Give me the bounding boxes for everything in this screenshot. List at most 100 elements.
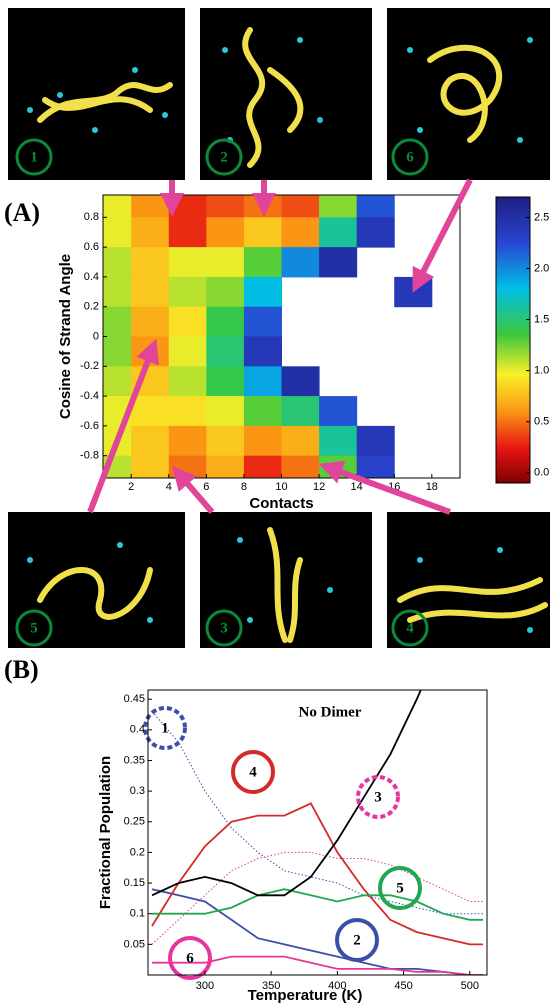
contour-cell: [94, 277, 132, 307]
contour-cell: [282, 396, 320, 426]
contour-cell: [282, 366, 320, 396]
colorbar-tick-label: 1.0: [534, 365, 549, 377]
y-tick-label: 0.05: [124, 938, 145, 950]
y-tick-label: 0.8: [84, 211, 99, 223]
contour-cell: [131, 247, 169, 277]
y-tick-label: 0.4: [130, 724, 145, 736]
panel-label: (A): [4, 198, 40, 227]
legend-label: 2: [353, 932, 361, 948]
structure-label: 6: [406, 149, 414, 165]
contour-cell: [319, 426, 357, 456]
structure-label: 4: [406, 620, 414, 636]
series-line: [152, 803, 483, 944]
contour-cell: [94, 366, 132, 396]
contour-cell: [206, 426, 244, 456]
contour-cell: [206, 307, 244, 337]
legend-label: 5: [396, 880, 404, 896]
contour-cell: [94, 307, 132, 337]
contour-cell: [206, 188, 244, 218]
series-line: [152, 852, 483, 944]
x-tick-label: 14: [351, 481, 363, 493]
y-tick-label: 0.2: [84, 301, 99, 313]
structure-label: 2: [220, 149, 228, 165]
contour-cell: [244, 396, 282, 426]
structure-label: 1: [30, 149, 38, 165]
legend-label: 4: [249, 764, 257, 780]
y-tick-label: -0.2: [80, 360, 99, 372]
x-tick-label: 450: [394, 980, 412, 992]
y-tick-label: 0.25: [124, 816, 145, 828]
y-tick-label: 0.35: [124, 754, 145, 766]
y-tick-label: 0.45: [124, 693, 145, 705]
contour-cell: [282, 217, 320, 247]
contour-cell: [206, 277, 244, 307]
contour-cell: [244, 426, 282, 456]
contour-cell: [169, 396, 207, 426]
contour-cell: [244, 366, 282, 396]
contour-cell: [319, 188, 357, 218]
colorbar-tick-label: 2.5: [534, 211, 549, 223]
series-line: [152, 889, 483, 920]
contour-cell: [169, 217, 207, 247]
series-line: [152, 712, 483, 914]
contour-cell: [319, 247, 357, 277]
contour-cell: [94, 247, 132, 277]
x-tick-label: 18: [426, 481, 438, 493]
contour-cell: [319, 396, 357, 426]
legend-label: 3: [374, 789, 382, 805]
contour-cell: [206, 217, 244, 247]
contour-cell: [282, 188, 320, 218]
contour-cell: [131, 396, 169, 426]
contour-cell: [131, 217, 169, 247]
contour-cell: [244, 337, 282, 367]
contour-cell: [206, 456, 244, 486]
y-tick-label: -0.8: [80, 450, 99, 462]
contour-cell: [131, 307, 169, 337]
contour-cell: [94, 337, 132, 367]
contour-cell: [169, 277, 207, 307]
contour-cell: [131, 277, 169, 307]
contour-cell: [131, 188, 169, 218]
x-tick-label: 500: [461, 980, 479, 992]
contour-cell: [169, 337, 207, 367]
contour-cell: [244, 217, 282, 247]
x-tick-label: 8: [241, 481, 247, 493]
x-tick-label: 6: [203, 481, 209, 493]
contour-cell: [169, 426, 207, 456]
contour-cell: [244, 277, 282, 307]
x-axis-title: Temperature (K): [248, 987, 363, 1004]
contour-cell: [169, 247, 207, 277]
contour-cell: [206, 247, 244, 277]
contour-cell: [319, 217, 357, 247]
y-tick-label: 0.2: [130, 846, 145, 858]
contour-cell: [244, 247, 282, 277]
y-tick-label: 0.15: [124, 877, 145, 889]
contour-panel: 24681012141618-0.8-0.6-0.4-0.200.20.40.6…: [57, 188, 549, 512]
x-tick-label: 4: [166, 481, 172, 493]
contour-cell: [244, 307, 282, 337]
contour-cell: [394, 277, 432, 307]
structure-label: 3: [220, 620, 228, 636]
contour-cell: [282, 426, 320, 456]
y-tick-label: -0.6: [80, 420, 99, 432]
contour-cell: [357, 217, 395, 247]
figure: 1 2 6 5 3 4 (A) (B) 24681012141618-0.8-0…: [0, 0, 558, 1007]
y-tick-label: 0.6: [84, 241, 99, 253]
contour-cell: [169, 366, 207, 396]
contour-cell: [131, 456, 169, 486]
contour-cell: [94, 188, 132, 218]
plot-frame: [148, 690, 487, 975]
y-tick-label: 0.4: [84, 271, 99, 283]
heatmap: [94, 188, 433, 486]
x-axis-title: Contacts: [249, 495, 313, 512]
x-tick-label: 300: [196, 980, 214, 992]
contour-cell: [206, 366, 244, 396]
y-axis-title: Cosine of Strand Angle: [57, 254, 74, 419]
lines: [152, 638, 483, 975]
colorbar: [496, 197, 530, 483]
x-tick-label: 10: [275, 481, 287, 493]
y-tick-label: 0.3: [130, 785, 145, 797]
contour-cell: [357, 426, 395, 456]
contour-cell: [282, 247, 320, 277]
